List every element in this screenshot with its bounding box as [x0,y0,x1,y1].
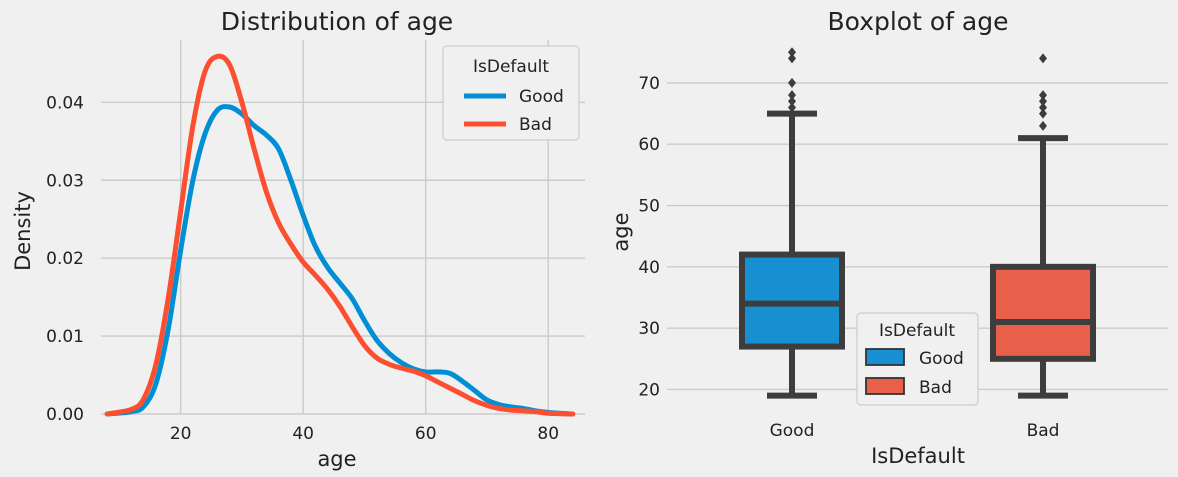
density-x-tick-label: 40 [292,424,314,444]
density-y-tick-label: 0.00 [46,405,84,425]
boxplot-legend: IsDefault Good Bad [856,312,979,406]
box-outlier [788,102,796,113]
boxplot-legend-label-good: Good [919,349,964,369]
density-x-tick-label: 20 [170,424,192,444]
box-good [739,47,845,399]
density-y-axis-label: Density [11,191,35,271]
box-outlier [788,53,796,64]
density-x-tick-label: 80 [537,424,559,444]
boxplot-y-tick-label: 50 [638,197,660,217]
density-curves [104,53,576,417]
boxplot-legend-label-bad: Bad [919,378,952,398]
density-legend-frame [442,45,580,141]
density-y-tick-label: 0.01 [46,327,84,347]
density-legend-label-good: Good [519,87,564,107]
boxplot-legend-title: IsDefault [879,321,955,341]
density-y-tick-label: 0.02 [46,249,84,269]
box-outlier [1039,102,1047,113]
density-x-axis-label: age [317,447,356,471]
boxplot-y-tick-label: 60 [638,135,660,155]
boxplot-chart: Boxplot of age 20 30 40 50 60 70 Good Bad IsDef… [609,7,1168,468]
density-x-tick-label: 60 [415,424,437,444]
boxplot-y-tick-label: 70 [638,74,660,94]
box-outlier [788,77,796,88]
boxplot-y-tick-label: 20 [638,380,660,400]
box-outlier [1039,53,1047,64]
density-curve-good [104,104,576,417]
boxplot-y-tick-label: 40 [638,258,660,278]
boxplot-legend-swatch-good [865,348,905,366]
box-outlier [788,90,796,101]
boxplot-y-tick-label: 30 [638,319,660,339]
boxplot-x-tick-label: Bad [1027,421,1060,441]
box-outlier [1039,90,1047,101]
density-chart: Distribution of age 20 40 60 80 0.00 0.01 0.02… [11,7,585,471]
boxplot-legend-swatch-bad [865,377,905,395]
boxplot-boxes [739,47,1096,399]
box-outlier [788,96,796,107]
density-legend: IsDefault Good Bad [442,45,580,141]
density-tick-labels: 20 40 60 80 0.00 0.01 0.02 0.03 0.04 [46,93,559,444]
boxplot-x-axis-label: IsDefault [871,444,965,468]
box-outlier [1039,120,1047,131]
density-legend-title: IsDefault [473,57,549,77]
boxplot-x-tick-label: Good [770,421,815,441]
box-iqr [739,251,845,350]
density-y-tick-label: 0.03 [46,171,84,191]
boxplot-tick-labels: 20 30 40 50 60 70 Good Bad [638,74,1059,441]
box-outlier [1039,108,1047,119]
density-y-tick-label: 0.04 [46,93,84,113]
box-outlier [1039,96,1047,107]
box-iqr [990,263,1096,362]
boxplot-chart-title: Boxplot of age [828,7,1009,36]
boxplot-y-axis-label: age [609,212,633,251]
density-legend-label-bad: Bad [519,115,552,135]
density-chart-title: Distribution of age [221,7,453,36]
box-bad [990,53,1096,399]
density-curve-bad [104,53,576,417]
box-outlier [788,47,796,58]
